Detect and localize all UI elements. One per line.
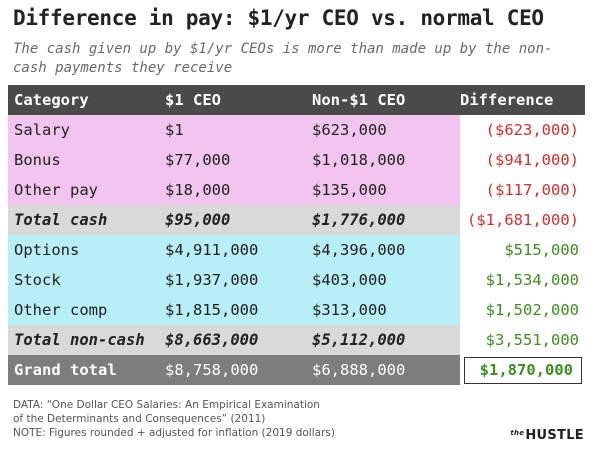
difference-value: ($623,000): [460, 115, 585, 145]
category-cell: Stock: [8, 265, 165, 295]
one-dollar-ceo-value: $1: [165, 115, 312, 145]
one-dollar-ceo-value: $8,663,000: [165, 325, 312, 355]
non-one-dollar-ceo-value: $1,776,000: [312, 205, 460, 235]
category-cell: Salary: [8, 115, 165, 145]
category-cell: Other comp: [8, 295, 165, 325]
hustle-logo: theHUSTLE: [510, 428, 584, 443]
difference-value: $1,502,000: [460, 295, 585, 325]
column-header-non-one-dollar-ceo: Non-$1 CEO: [312, 85, 460, 115]
table-row-options: Options $4,911,000 $4,396,000 $515,000: [8, 235, 585, 265]
one-dollar-ceo-value: $77,000: [165, 145, 312, 175]
column-header-category: Category: [8, 85, 165, 115]
difference-value: $1,534,000: [460, 265, 585, 295]
table-header-row: Category $1 CEO Non-$1 CEO Difference: [8, 85, 585, 115]
one-dollar-ceo-value: $95,000: [165, 205, 312, 235]
non-one-dollar-ceo-value: $5,112,000: [312, 325, 460, 355]
non-one-dollar-ceo-value: $6,888,000: [312, 355, 460, 385]
table-row-total-cash: Total cash $95,000 $1,776,000 ($1,681,000): [8, 205, 585, 235]
difference-value: ($1,681,000): [460, 205, 585, 235]
one-dollar-ceo-value: $1,937,000: [165, 265, 312, 295]
non-one-dollar-ceo-value: $313,000: [312, 295, 460, 325]
chart-subtitle: The cash given up by $1/yr CEOs is more …: [13, 41, 553, 76]
table-row-other-comp: Other comp $1,815,000 $313,000 $1,502,000: [8, 295, 585, 325]
difference-value: $3,551,000: [460, 325, 585, 355]
table-row-total-non-cash: Total non-cash $8,663,000 $5,112,000 $3,551…: [8, 325, 585, 355]
difference-value: ($117,000): [460, 175, 585, 205]
difference-value: ($941,000): [460, 145, 585, 175]
non-one-dollar-ceo-value: $135,000: [312, 175, 460, 205]
one-dollar-ceo-value: $18,000: [165, 175, 312, 205]
one-dollar-ceo-value: $8,758,000: [165, 355, 312, 385]
difference-value: $515,000: [460, 235, 585, 265]
source-footnote: DATA: “One Dollar CEO Salaries: An Empir…: [13, 398, 335, 440]
category-cell: Options: [8, 235, 165, 265]
footnote-line: DATA: “One Dollar CEO Salaries: An Empir…: [13, 399, 320, 411]
category-cell: Total cash: [8, 205, 165, 235]
category-cell: Bonus: [8, 145, 165, 175]
table-row-other-pay: Other pay $18,000 $135,000 ($117,000): [8, 175, 585, 205]
one-dollar-ceo-value: $1,815,000: [165, 295, 312, 325]
non-one-dollar-ceo-value: $623,000: [312, 115, 460, 145]
table-row-grand-total: Grand total $8,758,000 $6,888,000 $1,870,00…: [8, 355, 585, 385]
non-one-dollar-ceo-value: $4,396,000: [312, 235, 460, 265]
non-one-dollar-ceo-value: $1,018,000: [312, 145, 460, 175]
pay-comparison-table: Category $1 CEO Non-$1 CEO Difference Sa…: [8, 85, 585, 385]
footnote-line: NOTE: Figures rounded + adjusted for inf…: [13, 427, 335, 439]
category-cell: Other pay: [8, 175, 165, 205]
category-cell: Total non-cash: [8, 325, 165, 355]
column-header-one-dollar-ceo: $1 CEO: [165, 85, 312, 115]
table-row-bonus: Bonus $77,000 $1,018,000 ($941,000): [8, 145, 585, 175]
footnote-line: of the Determinants and Consequences” (2…: [13, 413, 266, 425]
difference-value: $1,870,000: [460, 355, 585, 385]
table-body: Salary $1 $623,000 ($623,000) Bonus $77,000 $1…: [8, 115, 585, 385]
grand-total-difference-box: $1,870,000: [464, 356, 582, 384]
column-header-difference: Difference: [460, 85, 585, 115]
logo-prefix: the: [510, 429, 525, 437]
logo-name: HUSTLE: [525, 428, 584, 443]
table-row-salary: Salary $1 $623,000 ($623,000): [8, 115, 585, 145]
one-dollar-ceo-value: $4,911,000: [165, 235, 312, 265]
table-row-stock: Stock $1,937,000 $403,000 $1,534,000: [8, 265, 585, 295]
non-one-dollar-ceo-value: $403,000: [312, 265, 460, 295]
category-cell: Grand total: [8, 355, 165, 385]
chart-title: Difference in pay: $1/yr CEO vs. normal …: [13, 6, 544, 30]
